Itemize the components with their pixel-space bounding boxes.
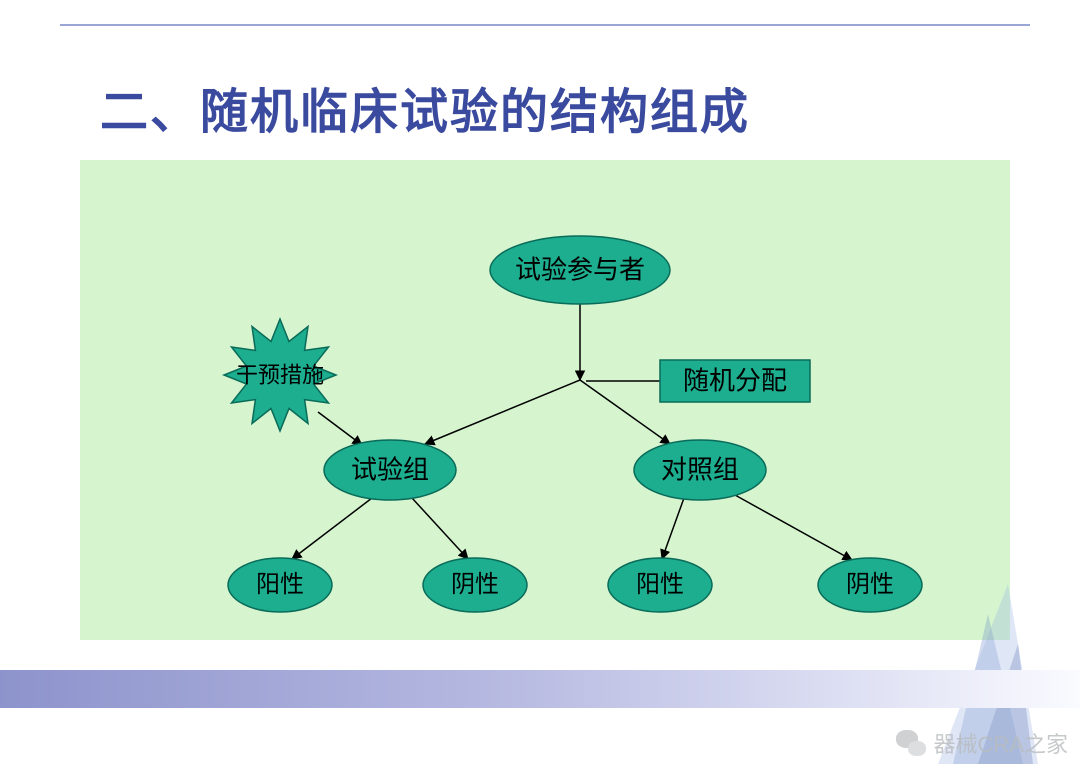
flowchart-diagram: 试验参与者随机分配 干预措施试验组 对照组阳性 阴性 阳性 阴性 — [80, 160, 1010, 640]
svg-text:随机分配: 随机分配 — [683, 367, 787, 396]
watermark: 器械CRA之家 — [896, 727, 1068, 759]
svg-text:阴性: 阴性 — [846, 571, 894, 598]
top-divider — [60, 24, 1030, 26]
svg-text:阳性: 阳性 — [636, 571, 684, 598]
watermark-text: 器械CRA之家 — [934, 727, 1068, 759]
page-title: 二、随机临床试验的结构组成 — [100, 72, 750, 142]
svg-text:试验组: 试验组 — [351, 456, 429, 485]
svg-text:阴性: 阴性 — [451, 571, 499, 598]
svg-text:阳性: 阳性 — [256, 571, 304, 598]
svg-text:对照组: 对照组 — [661, 456, 739, 485]
svg-text:干预措施: 干预措施 — [236, 363, 324, 388]
wechat-icon — [896, 730, 926, 756]
footer-band — [0, 670, 1080, 708]
svg-text:试验参与者: 试验参与者 — [515, 256, 645, 285]
diagram-svg: 试验参与者随机分配 干预措施试验组 对照组阳性 阴性 阳性 阴性 — [80, 160, 1010, 640]
